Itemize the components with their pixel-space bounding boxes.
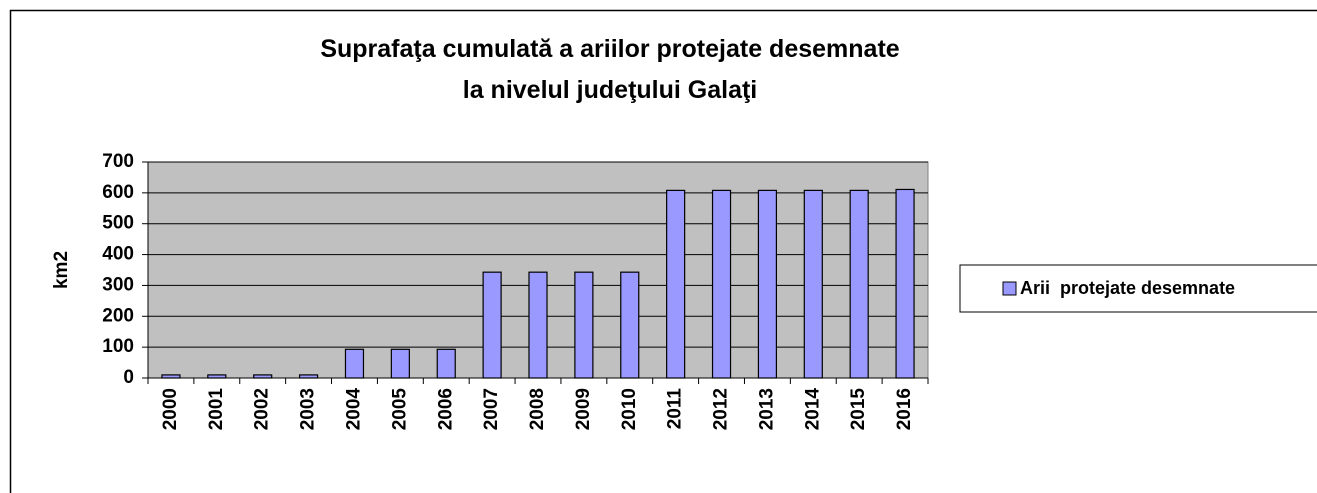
x-tick-label: 2014 [802,388,823,431]
bar [620,271,640,379]
bar [344,348,365,379]
x-tick-label: 2013 [756,388,777,430]
y-tick-label: 500 [102,213,134,234]
legend-box [959,264,1317,313]
legend-swatch [1002,281,1017,296]
x-tick-label: 2015 [848,388,869,431]
bar [711,189,732,379]
x-tick-label: 2010 [619,388,640,430]
legend-label: Arii protejate desemnate [1020,278,1235,298]
x-tick-label: 2011 [665,388,686,430]
x-tick-label: 2007 [481,388,502,430]
bar [574,271,594,379]
bar [803,189,823,379]
x-tick-label: 2001 [206,388,227,431]
bar [757,189,778,379]
x-tick-label: 2012 [711,388,732,430]
bar [253,374,273,379]
y-tick-label: 0 [123,367,134,388]
y-tick-label: 600 [102,182,134,203]
bar [390,348,410,379]
y-axis-label: km2 [51,251,72,289]
y-tick-label: 400 [102,244,134,265]
bar [895,188,915,379]
bar [161,374,181,379]
x-tick-label: 2006 [435,388,456,430]
bar [666,189,686,379]
y-tick-label: 700 [102,151,134,172]
x-tick-label: 2000 [160,388,181,430]
y-tick-label: 300 [102,274,134,295]
bar [207,374,227,379]
y-tick-label: 100 [102,336,134,357]
chart-title: Suprafaţa cumulată a ariilor protejate d… [320,35,899,63]
bar [436,348,456,379]
chart-border [9,9,1317,493]
bar [528,271,548,379]
bar [298,374,319,379]
x-tick-label: 2002 [252,388,273,430]
x-tick-label: 2005 [389,388,410,431]
x-tick-label: 2004 [343,388,364,431]
bar [482,271,502,379]
x-tick-label: 2016 [894,388,915,430]
y-tick-label: 200 [102,305,134,326]
x-tick-label: 2003 [298,388,319,430]
x-tick-label: 2008 [527,388,548,430]
chart-title: la nivelul judeţului Galaţi [463,76,758,104]
x-tick-label: 2009 [573,388,594,430]
bar [849,189,869,379]
